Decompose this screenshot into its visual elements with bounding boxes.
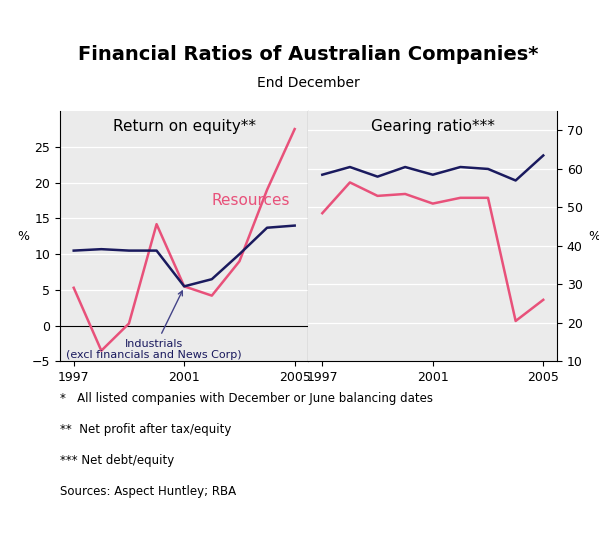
- Text: End December: End December: [257, 76, 360, 90]
- Y-axis label: %: %: [17, 230, 29, 243]
- Text: **  Net profit after tax/equity: ** Net profit after tax/equity: [60, 423, 231, 436]
- Text: *** Net debt/equity: *** Net debt/equity: [60, 454, 174, 467]
- Text: Sources: Aspect Huntley; RBA: Sources: Aspect Huntley; RBA: [60, 485, 236, 498]
- Text: Financial Ratios of Australian Companies*: Financial Ratios of Australian Companies…: [78, 45, 539, 64]
- Text: Return on equity**: Return on equity**: [113, 119, 256, 133]
- Text: Resources: Resources: [212, 193, 291, 208]
- Text: Gearing ratio***: Gearing ratio***: [371, 119, 495, 133]
- Y-axis label: %: %: [588, 230, 599, 243]
- Text: *   All listed companies with December or June balancing dates: * All listed companies with December or …: [60, 392, 433, 405]
- Text: Industrials
(excl financials and News Corp): Industrials (excl financials and News Co…: [66, 291, 241, 360]
